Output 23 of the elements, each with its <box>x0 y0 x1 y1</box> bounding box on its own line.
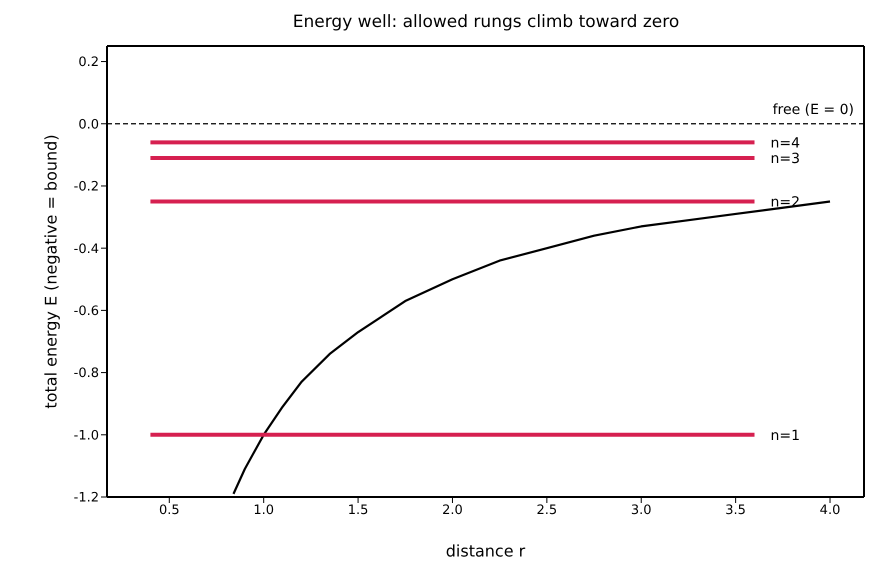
x-tick-label: 0.5 <box>158 503 180 518</box>
y-tick-label: -0.8 <box>74 366 99 382</box>
x-tick-label: 4.0 <box>820 503 840 518</box>
x-axis-title: distance r <box>446 541 526 560</box>
x-tick-label: 1.0 <box>253 503 274 518</box>
y-axis-title: total energy E (negative = bound) <box>42 134 61 409</box>
y-tick-label: -0.2 <box>74 180 99 195</box>
ref-line-label: free (E = 0) <box>772 102 854 118</box>
chart-title: Energy well: allowed rungs climb toward zero <box>292 12 680 32</box>
y-tick-label: -1.2 <box>74 490 99 506</box>
x-tick-label: 3.5 <box>725 503 746 518</box>
y-tick-label: -0.6 <box>74 304 99 319</box>
x-tick-label: 3.0 <box>630 503 652 518</box>
y-tick-label: 0.0 <box>78 117 99 132</box>
y-tick-label: -1.0 <box>74 428 99 444</box>
y-tick-label: 0.2 <box>78 55 99 70</box>
y-tick-label: -0.4 <box>74 242 99 257</box>
x-tick-label: 1.5 <box>348 503 368 518</box>
annotation: n=1 <box>770 428 800 444</box>
x-tick-label: 2.0 <box>442 503 463 518</box>
annotation: n=4 <box>770 135 800 152</box>
annotation: n=3 <box>770 150 800 167</box>
x-tick-label: 2.5 <box>536 503 558 518</box>
